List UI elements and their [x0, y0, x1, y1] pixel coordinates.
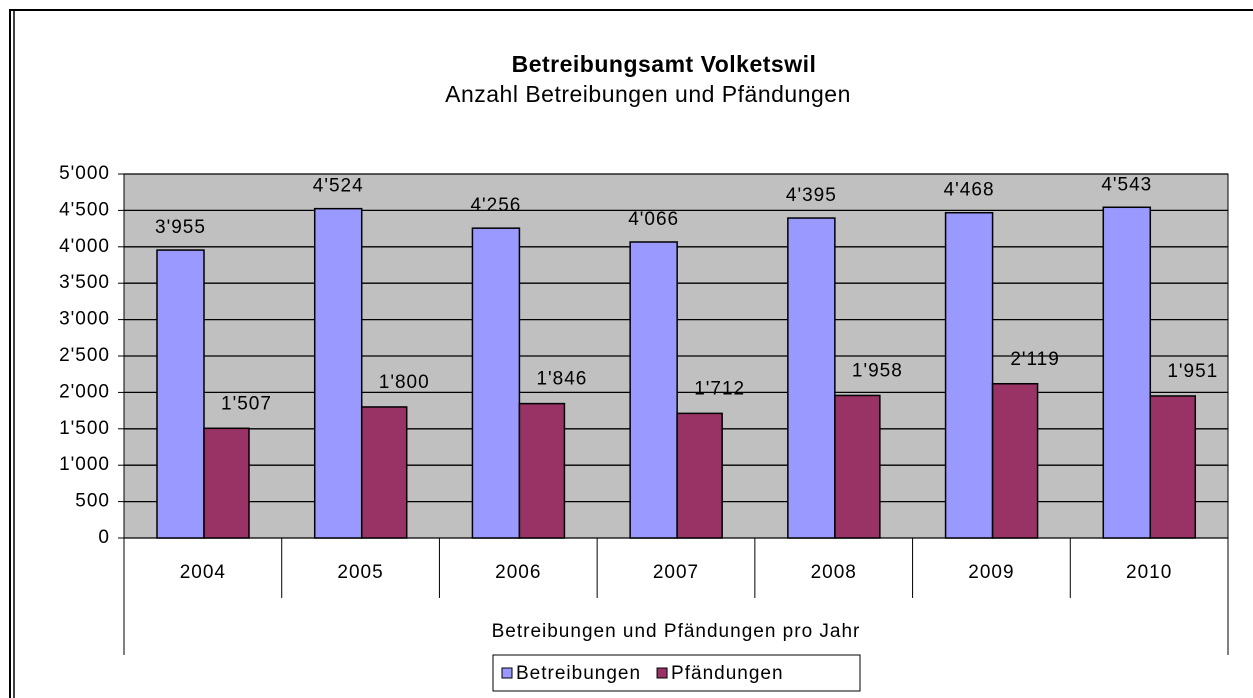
y-tick-label: 3'500 — [59, 272, 110, 293]
bar — [471, 227, 521, 539]
value-label: 3'955 — [155, 217, 206, 238]
x-tick-label: 2006 — [495, 562, 541, 583]
legend-box — [492, 654, 861, 692]
value-label: 4'524 — [313, 176, 364, 197]
y-tick-label: 5'000 — [59, 163, 110, 184]
value-label: 4'543 — [1101, 174, 1152, 195]
value-label: 1'800 — [379, 372, 430, 393]
chart-subtitle: Anzahl Betreibungen und Pfändungen — [445, 81, 851, 107]
x-tick-label: 2005 — [337, 562, 383, 583]
x-tick-label: 2009 — [968, 562, 1014, 583]
value-label: 2'119 — [1010, 349, 1060, 370]
bar — [834, 394, 881, 539]
value-label: 1'958 — [852, 360, 903, 381]
value-label: 4'066 — [628, 209, 679, 230]
value-label: 1'712 — [694, 378, 745, 399]
y-tick-label: 500 — [75, 491, 110, 512]
y-tick-label: 2'500 — [59, 345, 110, 366]
y-tick-label: 1'500 — [59, 418, 110, 439]
x-tick-label: 2007 — [653, 562, 699, 583]
bar — [360, 406, 408, 539]
y-tick-label: 1'000 — [59, 454, 110, 475]
chart-title: Betreibungsamt Volketswil — [512, 51, 817, 77]
bar — [1102, 206, 1152, 539]
value-label: 4'256 — [470, 195, 521, 216]
legend-swatch — [656, 667, 668, 679]
y-tick-label: 0 — [98, 527, 110, 548]
legend-label: Betreibungen — [516, 663, 641, 684]
value-label: 1'846 — [536, 369, 587, 390]
value-label: 1'951 — [1167, 361, 1218, 382]
bar — [156, 249, 205, 539]
y-tick-label: 4'500 — [59, 199, 110, 220]
bar — [944, 211, 994, 539]
bar — [991, 382, 1039, 539]
value-label: 4'395 — [786, 185, 837, 206]
bar — [518, 402, 566, 539]
outer-frame — [9, 9, 1253, 698]
x-tick-label: 2010 — [1126, 562, 1172, 583]
bar — [1149, 395, 1197, 539]
legend-label: Pfändungen — [671, 663, 784, 684]
bar — [787, 217, 836, 539]
x-axis-title: Betreibungen und Pfändungen pro Jahr — [492, 621, 861, 642]
bar — [676, 412, 723, 539]
y-tick-label: 3'000 — [59, 309, 110, 330]
value-label: 4'468 — [944, 180, 995, 201]
x-tick-label: 2004 — [180, 562, 226, 583]
x-tick-label: 2008 — [811, 562, 857, 583]
bar — [629, 241, 678, 539]
y-tick-label: 4'000 — [59, 236, 110, 257]
bar — [203, 427, 250, 539]
value-label: 1'507 — [221, 393, 272, 414]
bar — [313, 207, 363, 539]
legend-swatch — [501, 667, 513, 679]
y-tick-label: 2'000 — [59, 381, 110, 402]
